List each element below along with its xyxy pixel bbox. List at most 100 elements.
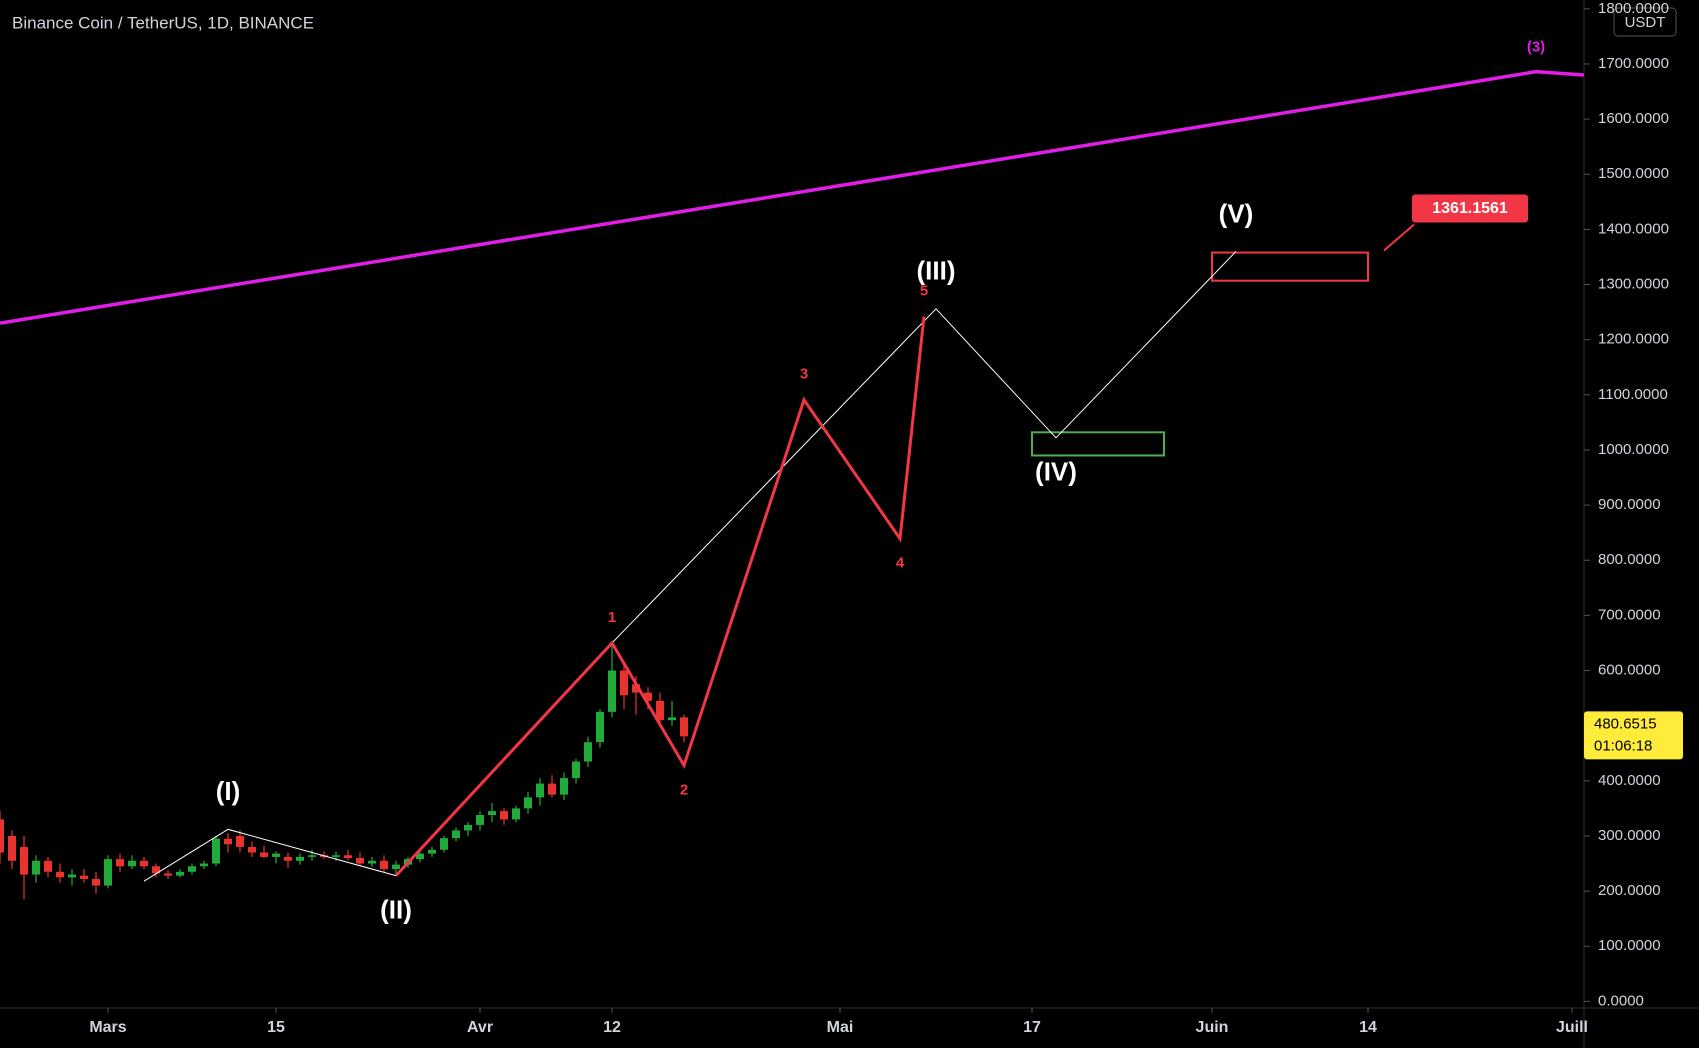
candle-body	[212, 838, 220, 864]
y-tick-label: 1200.0000	[1598, 331, 1669, 348]
wave-label: (II)	[380, 895, 412, 925]
candle-body	[224, 838, 232, 845]
candle-body	[572, 761, 580, 779]
wave-label: (V)	[1219, 198, 1254, 228]
last-price: 480.6515	[1594, 715, 1657, 732]
candle-body	[92, 878, 100, 886]
y-tick-label: 1400.0000	[1598, 220, 1669, 237]
candle-body	[596, 711, 604, 743]
candle-body	[488, 811, 496, 816]
candle-body	[428, 849, 436, 854]
candle-body	[188, 866, 196, 872]
target-box	[1412, 194, 1528, 223]
x-tick-label: Mars	[89, 1019, 126, 1036]
candle-body	[356, 858, 364, 864]
y-tick-label: 1800.0000	[1598, 0, 1669, 17]
candle-body	[464, 824, 472, 831]
candle-body	[236, 835, 244, 847]
candle-body	[644, 692, 652, 701]
candle-body	[524, 797, 532, 809]
candle-body	[680, 717, 688, 737]
candle-body	[104, 859, 112, 886]
candle-body	[656, 700, 664, 721]
candle-body	[440, 838, 448, 850]
candle-body	[500, 811, 508, 820]
wave-label: (IV)	[1035, 457, 1077, 487]
candle-body	[176, 871, 184, 876]
x-tick-label: Juill	[1556, 1019, 1588, 1036]
wave-label: 3	[800, 366, 808, 383]
wave-label: (3)	[1527, 39, 1545, 56]
y-tick-label: 900.0000	[1598, 496, 1661, 513]
chart-title: Binance Coin / TetherUS, 1D, BINANCE	[12, 13, 314, 32]
y-tick-label: 200.0000	[1598, 882, 1661, 899]
candle-body	[560, 778, 568, 795]
candle-body	[416, 853, 424, 860]
y-tick-label: 1000.0000	[1598, 441, 1669, 458]
candle-body	[368, 860, 376, 864]
candle-body	[164, 873, 172, 876]
candle-body	[296, 856, 304, 861]
candle-body	[32, 860, 40, 875]
y-tick-label: 600.0000	[1598, 661, 1661, 678]
wave-label: (III)	[917, 256, 956, 286]
y-tick-label: 1600.0000	[1598, 110, 1669, 127]
candle-body	[80, 875, 88, 879]
y-tick-label: 1700.0000	[1598, 55, 1669, 72]
candle-body	[608, 670, 616, 712]
countdown: 01:06:18	[1594, 737, 1652, 754]
candle-body	[20, 846, 28, 875]
x-tick-label: Avr	[467, 1019, 493, 1036]
wave-label: 4	[896, 555, 905, 572]
x-tick-label: 17	[1023, 1019, 1041, 1036]
y-tick-label: 800.0000	[1598, 551, 1661, 568]
zone-box	[1031, 431, 1165, 457]
zone-box	[1211, 251, 1369, 282]
candle-body	[536, 783, 544, 798]
candle-body	[56, 871, 64, 878]
candle-body	[344, 855, 352, 859]
y-tick-label: 1500.0000	[1598, 165, 1669, 182]
x-tick-label: 14	[1359, 1019, 1377, 1036]
currency-box	[1613, 7, 1677, 37]
candle-body	[272, 853, 280, 857]
candle-body	[476, 815, 484, 825]
candle-body	[380, 860, 388, 870]
candle-body	[140, 860, 148, 867]
candle-body	[44, 860, 52, 872]
candle-body	[8, 835, 16, 861]
wave-label: 2	[680, 781, 688, 798]
x-tick-label: Mai	[827, 1019, 854, 1036]
candle-body	[584, 742, 592, 762]
price-tag	[1584, 711, 1683, 760]
x-tick-label: 15	[267, 1019, 285, 1036]
y-tick-label: 300.0000	[1598, 827, 1661, 844]
target-label: 1361.1561	[1432, 200, 1508, 217]
wave-label: 1	[608, 609, 616, 626]
candle-body	[248, 846, 256, 853]
candle-body	[512, 808, 520, 820]
candle-body	[284, 856, 292, 861]
candle-body	[392, 864, 400, 870]
y-tick-label: 100.0000	[1598, 937, 1661, 954]
y-tick-label: 400.0000	[1598, 772, 1661, 789]
candle-body	[260, 852, 268, 857]
currency: USDT	[1625, 14, 1666, 31]
x-tick-label: 12	[603, 1019, 621, 1036]
wave-label: (I)	[216, 776, 241, 806]
candle-body	[332, 855, 340, 857]
candle-body	[632, 684, 640, 693]
y-tick-label: 0.0000	[1598, 992, 1644, 1009]
x-tick-label: Juin	[1196, 1019, 1229, 1036]
candle-body	[128, 860, 136, 867]
candle-body	[152, 866, 160, 874]
candle-body	[548, 783, 556, 795]
candle-body	[668, 717, 676, 721]
y-tick-label: 700.0000	[1598, 606, 1661, 623]
candle-body	[68, 874, 76, 878]
y-tick-label: 1300.0000	[1598, 276, 1669, 293]
candle-body	[200, 863, 208, 867]
